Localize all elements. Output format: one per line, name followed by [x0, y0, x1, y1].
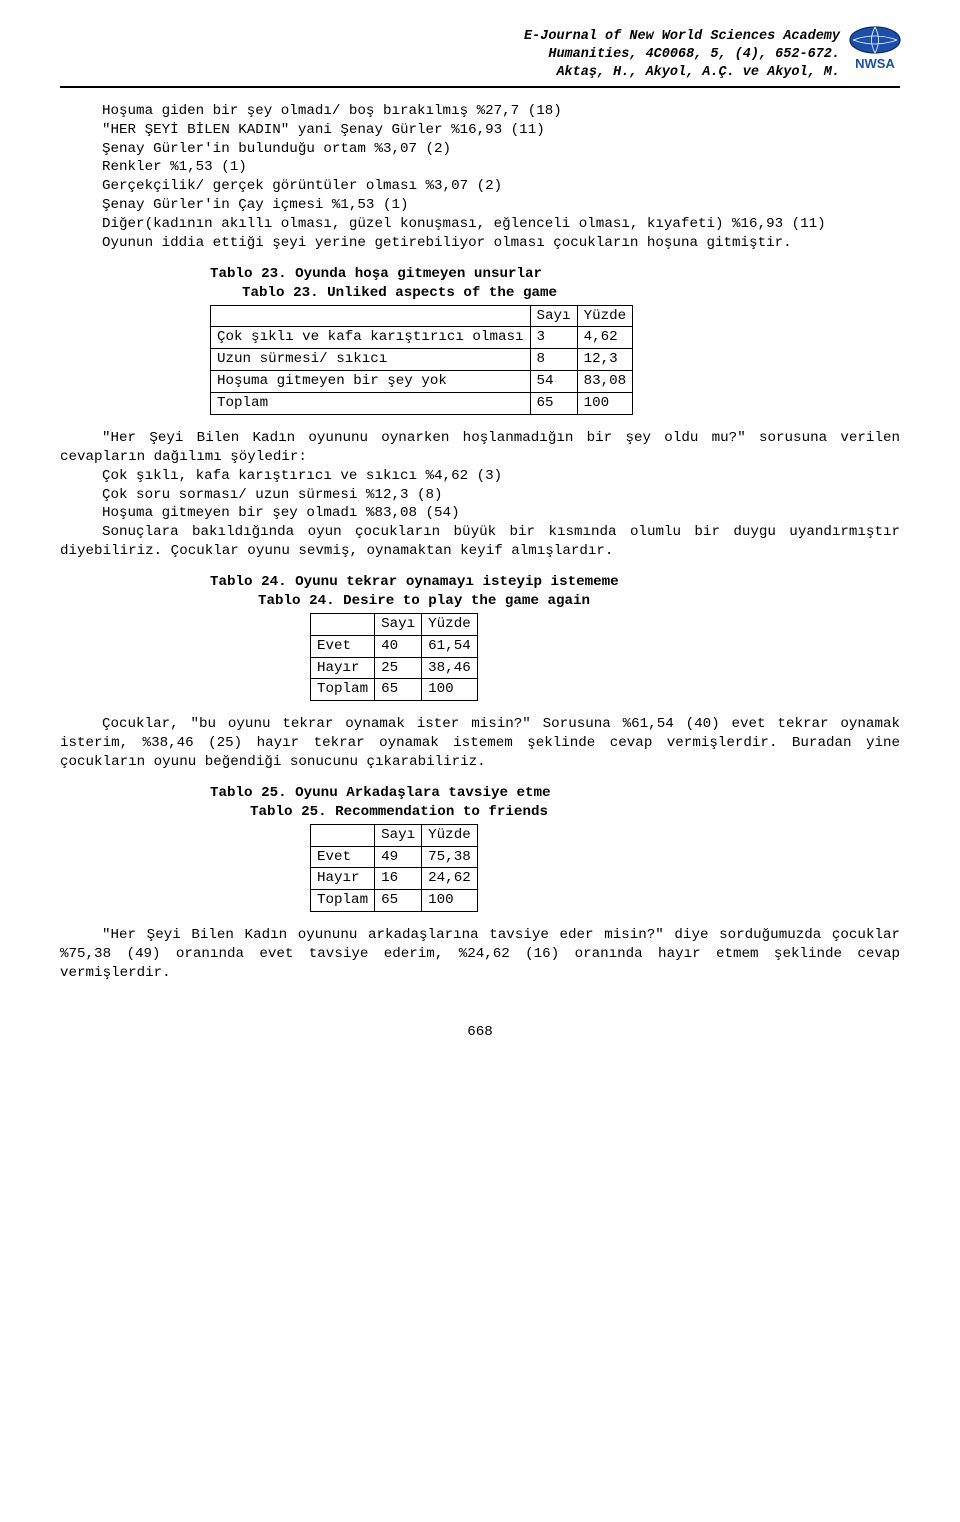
- t25-r2c2: 100: [422, 890, 478, 912]
- t25-r0c2: 75,38: [422, 846, 478, 868]
- header-line-1: E-Journal of New World Sciences Academy: [60, 28, 840, 46]
- table-row: Sayı Yüzde: [311, 824, 478, 846]
- t23-r3c2: 100: [577, 393, 633, 415]
- para1-line4: Renkler %1,53 (1): [60, 158, 900, 177]
- table-row: Toplam 65 100: [311, 679, 478, 701]
- table-row: Sayı Yüzde: [211, 305, 633, 327]
- para2-l1: Çok şıklı, kafa karıştırıcı ve sıkıcı %4…: [60, 467, 900, 486]
- t25-r1c2: 24,62: [422, 868, 478, 890]
- nwsa-logo-icon: NWSA: [848, 24, 902, 78]
- para2-l2: Çok soru sorması/ uzun sürmesi %12,3 (8): [60, 486, 900, 505]
- para-3: Çocuklar, "bu oyunu tekrar oynamak ister…: [60, 715, 900, 772]
- table-row: Toplam 65 100: [211, 393, 633, 415]
- t23-r3c1: 65: [530, 393, 577, 415]
- t24-r2c1: 65: [375, 679, 422, 701]
- t24-r1c0: Hayır: [311, 657, 375, 679]
- header-line-3: Aktaş, H., Akyol, A.Ç. ve Akyol, M.: [60, 64, 840, 82]
- t23-r2c2: 83,08: [577, 371, 633, 393]
- t23-r2c0: Hoşuma gitmeyen bir şey yok: [211, 371, 531, 393]
- t23-r1c0: Uzun sürmesi/ sıkıcı: [211, 349, 531, 371]
- para2-lead: "Her Şeyi Bilen Kadın oyununu oynarken h…: [60, 429, 900, 467]
- para1-line1: Hoşuma giden bir şey olmadı/ boş bırakıl…: [60, 102, 900, 121]
- table-23-h1: Sayı: [530, 305, 577, 327]
- table-23: Sayı Yüzde Çok şıklı ve kafa karıştırıcı…: [210, 305, 633, 415]
- table-24-block: Tablo 24. Oyunu tekrar oynamayı isteyip …: [210, 573, 900, 701]
- t25-r0c1: 49: [375, 846, 422, 868]
- t24-r1c1: 25: [375, 657, 422, 679]
- table-row: Evet 40 61,54: [311, 635, 478, 657]
- t24-r1c2: 38,46: [422, 657, 478, 679]
- table-25-caption-tr: Tablo 25. Oyunu Arkadaşlara tavsiye etme: [210, 784, 900, 803]
- t24-h0: [311, 613, 375, 635]
- t23-r0c0: Çok şıklı ve kafa karıştırıcı olması: [211, 327, 531, 349]
- para2-l3: Hoşuma gitmeyen bir şey olmadı %83,08 (5…: [60, 504, 900, 523]
- table-row: Hayır 25 38,46: [311, 657, 478, 679]
- t24-h2: Yüzde: [422, 613, 478, 635]
- header-text: E-Journal of New World Sciences Academy …: [60, 28, 900, 82]
- table-row: Hoşuma gitmeyen bir şey yok 54 83,08: [211, 371, 633, 393]
- t23-r1c1: 8: [530, 349, 577, 371]
- svg-text:NWSA: NWSA: [855, 56, 895, 71]
- table-row: Çok şıklı ve kafa karıştırıcı olması 3 4…: [211, 327, 633, 349]
- t24-r2c0: Toplam: [311, 679, 375, 701]
- table-23-block: Tablo 23. Oyunda hoşa gitmeyen unsurlar …: [210, 265, 900, 415]
- t24-h1: Sayı: [375, 613, 422, 635]
- para1-tail: Oyunun iddia ettiği şeyi yerine getirebi…: [60, 234, 900, 253]
- table-24-caption-tr: Tablo 24. Oyunu tekrar oynamayı isteyip …: [210, 573, 900, 592]
- t25-r2c0: Toplam: [311, 890, 375, 912]
- page: E-Journal of New World Sciences Academy …: [0, 0, 960, 1522]
- t23-r0c1: 3: [530, 327, 577, 349]
- t23-r2c1: 54: [530, 371, 577, 393]
- table-row: Evet 49 75,38: [311, 846, 478, 868]
- table-23-h2: Yüzde: [577, 305, 633, 327]
- para2-tail: Sonuçlara bakıldığında oyun çocukların b…: [60, 523, 900, 561]
- header-rule: [60, 86, 900, 88]
- para1-line2: "HER ŞEYİ BİLEN KADIN" yani Şenay Gürler…: [60, 121, 900, 140]
- table-row: Hayır 16 24,62: [311, 868, 478, 890]
- para-4: "Her Şeyi Bilen Kadın oyununu arkadaşlar…: [60, 926, 900, 983]
- table-25-caption-en: Tablo 25. Recommendation to friends: [210, 803, 900, 822]
- table-24-caption-en: Tablo 24. Desire to play the game again: [210, 592, 900, 611]
- para1-line3: Şenay Gürler'in bulunduğu ortam %3,07 (2…: [60, 140, 900, 159]
- t25-h2: Yüzde: [422, 824, 478, 846]
- table-row: Sayı Yüzde: [311, 613, 478, 635]
- para1-line5: Gerçekçilik/ gerçek görüntüler olması %3…: [60, 177, 900, 196]
- t24-r0c2: 61,54: [422, 635, 478, 657]
- t24-r0c0: Evet: [311, 635, 375, 657]
- t25-r0c0: Evet: [311, 846, 375, 868]
- table-23-h0: [211, 305, 531, 327]
- table-row: Uzun sürmesi/ sıkıcı 8 12,3: [211, 349, 633, 371]
- table-25: Sayı Yüzde Evet 49 75,38 Hayır 16 24,62 …: [310, 824, 478, 913]
- table-23-caption-tr: Tablo 23. Oyunda hoşa gitmeyen unsurlar: [210, 265, 900, 284]
- para1-line7: Diğer(kadının akıllı olması, güzel konuş…: [60, 215, 900, 234]
- table-row: Toplam 65 100: [311, 890, 478, 912]
- table-24: Sayı Yüzde Evet 40 61,54 Hayır 25 38,46 …: [310, 613, 478, 702]
- para-1: Hoşuma giden bir şey olmadı/ boş bırakıl…: [60, 102, 900, 253]
- t25-r1c0: Hayır: [311, 868, 375, 890]
- para-2: "Her Şeyi Bilen Kadın oyununu oynarken h…: [60, 429, 900, 561]
- page-number: 668: [60, 1023, 900, 1042]
- t24-r2c2: 100: [422, 679, 478, 701]
- table-25-block: Tablo 25. Oyunu Arkadaşlara tavsiye etme…: [210, 784, 900, 912]
- table-23-caption-en: Tablo 23. Unliked aspects of the game: [210, 284, 900, 303]
- t23-r1c2: 12,3: [577, 349, 633, 371]
- t23-r3c0: Toplam: [211, 393, 531, 415]
- header-line-2: Humanities, 4C0068, 5, (4), 652-672.: [60, 46, 840, 64]
- para1-line6: Şenay Gürler'in Çay içmesi %1,53 (1): [60, 196, 900, 215]
- t25-r2c1: 65: [375, 890, 422, 912]
- t24-r0c1: 40: [375, 635, 422, 657]
- t25-h1: Sayı: [375, 824, 422, 846]
- t25-r1c1: 16: [375, 868, 422, 890]
- page-header: E-Journal of New World Sciences Academy …: [60, 28, 900, 88]
- t25-h0: [311, 824, 375, 846]
- t23-r0c2: 4,62: [577, 327, 633, 349]
